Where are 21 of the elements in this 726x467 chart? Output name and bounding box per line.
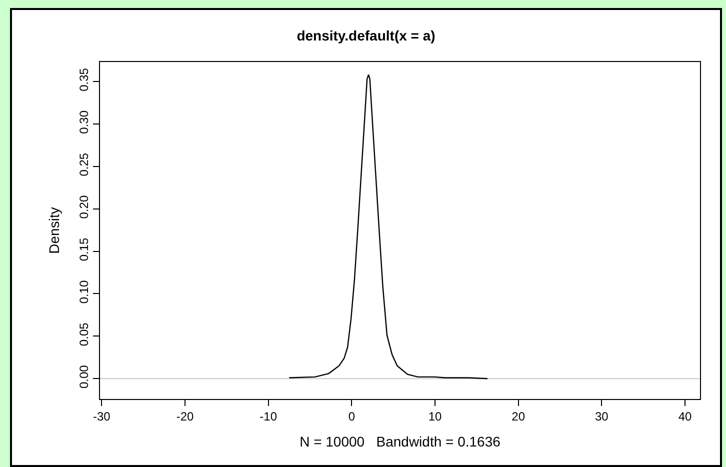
y-axis-title: Density (46, 207, 62, 254)
x-tick-label: 0 (348, 409, 356, 424)
y-tick-label: 0.35 (77, 68, 92, 92)
x-tick-label: -30 (93, 409, 111, 424)
x-tick-label: 40 (678, 409, 692, 424)
y-tick-label: 0.10 (77, 280, 92, 304)
y-tick-label: 0.20 (77, 195, 92, 219)
x-tick-label: 10 (428, 409, 442, 424)
chart-title: density.default(x = a) (296, 27, 436, 44)
y-tick-label: 0.05 (77, 322, 92, 346)
line-series (288, 74, 488, 380)
y-tick-label: 0.30 (77, 110, 92, 134)
y-tick-label: 0.25 (77, 152, 92, 176)
x-tick-label: 30 (594, 409, 609, 424)
x-tick-label: -10 (260, 409, 278, 424)
x-axis-title: N = 10000 Bandwidth = 0.1636 (300, 434, 501, 450)
y-tick-label: 0.15 (77, 238, 92, 262)
x-tick-label: -20 (176, 409, 194, 424)
x-tick-label: 20 (512, 409, 526, 424)
window-frame: -30 -20 -10 0 10 20 30 40 0.00 0.05 0.10 0.15 0.20 0.25 0.30 0.35 density.default(x = a) N = 10000 Bandwidth = 0.1636 Density (10, 8, 722, 467)
y-tick-label: 0.00 (77, 364, 92, 389)
